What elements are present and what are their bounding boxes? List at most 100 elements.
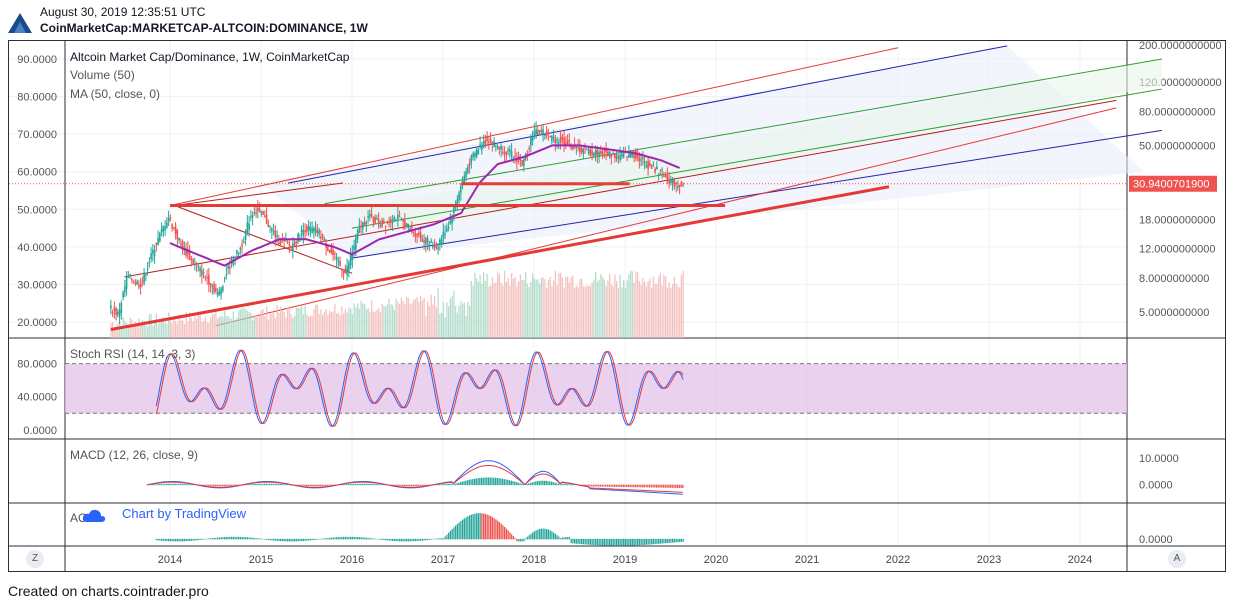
- macd-histogram-bar: [311, 484, 313, 487]
- candle-body: [358, 225, 361, 233]
- right-axis-tick-label: 18.0000000000: [1139, 214, 1215, 226]
- pitchfork-handle-1: [174, 205, 353, 274]
- candle-body: [577, 147, 579, 149]
- ao-bar: [329, 537, 331, 540]
- ao-bar: [322, 538, 324, 540]
- candle-body: [640, 159, 642, 161]
- ao-bar: [276, 538, 278, 541]
- volume-bar: [616, 280, 618, 338]
- macd-histogram-bar: [272, 483, 274, 486]
- macd-histogram-bar: [503, 479, 505, 486]
- volume-bar: [614, 274, 616, 338]
- macd-histogram-bar: [253, 484, 255, 486]
- candle-body: [404, 219, 406, 229]
- candle-body: [409, 228, 411, 231]
- ao-bar: [637, 538, 639, 546]
- macd-histogram-bar: [528, 483, 530, 486]
- ao-bar: [546, 529, 548, 540]
- candle-body: [470, 155, 473, 163]
- candle-body: [267, 223, 270, 228]
- volume-bar: [227, 316, 229, 338]
- ao-bar: [166, 538, 168, 542]
- volume-bar: [336, 313, 338, 338]
- macd-histogram-bar: [662, 484, 665, 488]
- volume-bar: [211, 313, 214, 338]
- ao-bar: [369, 538, 371, 540]
- volume-bar: [682, 270, 684, 338]
- macd-histogram-bar: [227, 484, 229, 486]
- macd-histogram-bar: [470, 479, 472, 486]
- volume-bar: [628, 274, 630, 338]
- volume-bar: [504, 270, 506, 338]
- pitchfork-lower-blue: [351, 129, 1162, 259]
- macd-histogram-bar: [643, 484, 645, 488]
- candle-body: [132, 281, 135, 283]
- candle-body: [432, 245, 434, 248]
- candle-body: [468, 163, 471, 166]
- chart-canvas[interactable]: 90.0000 80.0000 70.0000 60.0000 50.0000 40.00…: [9, 41, 1225, 571]
- candle-body: [367, 216, 369, 219]
- candle-body: [502, 151, 504, 154]
- rising-trendline: [110, 185, 890, 331]
- macd-histogram-bar: [554, 482, 556, 486]
- volume-bar: [474, 272, 476, 338]
- macd-histogram-bar: [570, 484, 572, 486]
- candle-body: [288, 244, 291, 246]
- candle-body: [295, 241, 298, 243]
- x-tick-label: 2016: [340, 554, 364, 566]
- volume-bar: [323, 312, 326, 338]
- ao-bar: [168, 538, 170, 542]
- ao-bar: [336, 537, 338, 540]
- volume-bar: [379, 311, 382, 338]
- candle-body: [381, 219, 383, 227]
- candle-body: [337, 261, 340, 263]
- macd-histogram-bar: [358, 483, 360, 486]
- macd-histogram-bar: [407, 484, 409, 487]
- candle-body: [426, 238, 429, 243]
- macd-histogram-bar: [606, 484, 609, 487]
- volume-bar: [246, 310, 249, 338]
- candle-body: [626, 156, 628, 158]
- ao-bar: [253, 537, 256, 540]
- ao-bar: [432, 538, 434, 540]
- macd-histogram-bar: [617, 484, 619, 487]
- ao-bar: [626, 538, 628, 546]
- macd-histogram-bar: [424, 484, 427, 486]
- candle-body: [360, 225, 362, 228]
- volume-bar: [131, 319, 133, 338]
- volume-bar: [358, 308, 361, 338]
- ao-bar: [414, 538, 417, 542]
- candle-body: [139, 283, 142, 288]
- ao-bar: [533, 531, 536, 540]
- tradingview-badge[interactable]: Chart by TradingView: [122, 506, 247, 521]
- ao-bar: [371, 538, 373, 540]
- volume-bar: [670, 287, 672, 338]
- candle-body: [638, 156, 641, 162]
- candle-body: [664, 175, 667, 177]
- candle-body: [447, 226, 450, 229]
- candle-body: [192, 259, 194, 264]
- macd-histogram-bar: [519, 483, 521, 486]
- ao-bar: [507, 530, 509, 540]
- volume-bar: [661, 285, 663, 338]
- ao-bar: [239, 536, 242, 540]
- ao-bar: [651, 538, 653, 545]
- volume-bar: [416, 297, 418, 338]
- candle-body: [134, 283, 137, 285]
- ao-bar: [474, 513, 476, 540]
- macd-histogram-bar: [458, 482, 460, 486]
- auto-scale-button[interactable]: A: [1168, 550, 1186, 568]
- macd-histogram-bar: [375, 484, 378, 486]
- ao-label: AO: [70, 511, 88, 525]
- ao-bar: [535, 530, 537, 540]
- ao-bar: [311, 538, 313, 541]
- volume-bar: [519, 274, 522, 338]
- candle-body: [356, 230, 359, 240]
- macd-histogram-bar: [414, 484, 416, 487]
- volume-bar: [465, 316, 467, 338]
- zoom-reset-button[interactable]: Z: [26, 550, 44, 568]
- ao-bar: [516, 538, 518, 542]
- volume-bar: [187, 321, 189, 338]
- candle-body: [376, 218, 378, 220]
- ao-bar: [493, 518, 495, 540]
